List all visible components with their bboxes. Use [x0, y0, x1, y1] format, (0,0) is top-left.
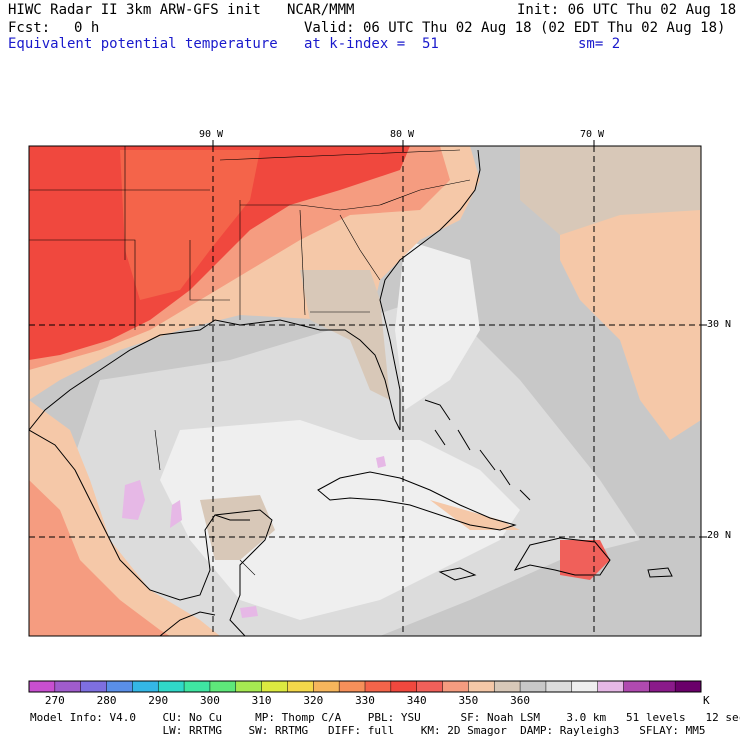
forecast-label: Fcst:: [8, 20, 51, 36]
field-salmon-cuba: [430, 500, 520, 530]
frame-ticks: [212, 140, 707, 538]
lon-label-80w: 80 W: [390, 129, 415, 140]
colorbar-label: 330: [355, 694, 375, 707]
boundary-line: [29, 239, 136, 330]
valid-time: Valid: 06 UTC Thu 02 Aug 18 (02 EDT Thu …: [304, 20, 726, 36]
colorbar-swatch: [545, 681, 573, 692]
colorbar-swatch: [287, 681, 314, 692]
colorbar-swatch: [442, 681, 469, 692]
field-purple-blob-1: [122, 480, 145, 520]
colorbar-swatch: [468, 681, 495, 692]
map-frame: [28, 145, 702, 637]
model-info-line1: Model Info: V4.0 CU: No Cu MP: Thomp C/A…: [30, 711, 740, 724]
coastline-puerto-rico: [647, 567, 673, 578]
coastlines: [29, 149, 673, 636]
boundary-line: [299, 209, 306, 316]
colorbar-swatch: [261, 681, 288, 692]
field-tan-atlantic: [560, 200, 701, 440]
coastline-central-america: [159, 611, 216, 636]
colorbar-label: 280: [97, 694, 117, 707]
coastline-cuba: [317, 471, 517, 531]
boundary-line: [154, 429, 161, 471]
field-purple-blob-3: [376, 456, 386, 468]
colorbar-swatch: [132, 681, 159, 692]
forecast-hour: 0 h: [74, 20, 100, 36]
colorbar-swatch: [365, 681, 392, 692]
colorbar-label: 340: [407, 694, 427, 707]
colorbar-swatch: [158, 681, 185, 692]
field-red-hispaniola: [560, 540, 610, 580]
colorbar-swatch: [106, 681, 133, 692]
colorbar-swatch: [184, 681, 211, 692]
boundary-line: [239, 559, 256, 576]
coastline-yucatan-inner: [214, 514, 250, 521]
org-label: NCAR/MMM: [287, 2, 355, 18]
colorbar-swatch: [339, 681, 366, 692]
model-info-line2: LW: RRTMG SW: RRTMG DIFF: full KM: 2D Sm…: [30, 724, 706, 737]
field-red-core: [120, 150, 260, 300]
colorbar-swatch: [597, 681, 624, 692]
colorbar-swatch: [675, 681, 702, 692]
colorbar-swatch: [390, 681, 418, 692]
colorbar-swatch: [623, 681, 650, 692]
field-purple-blob-4: [240, 606, 258, 618]
field-gray-atlantic-band: [520, 146, 701, 235]
level-label: at k-index = 51: [304, 36, 439, 52]
colorbar-label: 360: [510, 694, 530, 707]
boundary-line: [189, 240, 230, 301]
boundary-line: [339, 214, 381, 281]
colorbar-label: 300: [200, 694, 220, 707]
colorbar-unit: K: [703, 694, 710, 707]
lon-label-90w: 90 W: [199, 129, 224, 140]
coastline-bahamas: [424, 399, 531, 501]
lat-label-20n: 20 N: [707, 530, 732, 541]
graticule: [29, 146, 701, 636]
colorbar: 270 280 290 300 310 320 330 340 350 360 K: [28, 680, 710, 707]
lon-label-70w: 70 W: [580, 129, 605, 140]
coastline-hispaniola: [513, 537, 611, 576]
colorbar-swatch: [54, 681, 82, 692]
colorbar-label: 350: [458, 694, 478, 707]
colorbar-label: 270: [45, 694, 65, 707]
model-title: HIWC Radar II 3km ARW-GFS init: [8, 2, 261, 18]
boundary-line: [219, 149, 461, 161]
field-gray-florida: [300, 270, 390, 400]
colorbar-swatch: [235, 681, 263, 692]
field-lightest-atlantic: [395, 240, 480, 410]
colorbar-swatch: [571, 681, 599, 692]
colorbar-swatch: [416, 681, 444, 692]
colorbar-swatch: [209, 681, 237, 692]
field-salmon-mexico: [29, 480, 170, 636]
field-gray-yucatan: [200, 495, 275, 560]
colorbar-swatch: [313, 681, 340, 692]
colorbar-swatch: [29, 681, 56, 692]
state-boundaries: [29, 146, 471, 576]
boundary-line: [240, 204, 381, 211]
field-name: Equivalent potential temperature: [8, 36, 278, 52]
coastline-jamaica: [438, 567, 477, 581]
colorbar-swatch: [80, 681, 108, 692]
colorbar-label: 320: [303, 694, 323, 707]
colorbar-swatch: [649, 681, 676, 692]
colorbar-swatch: [494, 681, 521, 692]
init-time: Init: 06 UTC Thu 02 Aug 18: [517, 2, 737, 18]
lat-label-30n: 30 N: [707, 319, 732, 330]
colorbar-label: 290: [148, 694, 168, 707]
coastline-atlantic-us: [379, 149, 481, 430]
smoothing-label: sm= 2: [578, 36, 621, 52]
field-purple-blob-2: [170, 500, 182, 528]
colorbar-label: 310: [252, 694, 272, 707]
boundary-line: [379, 179, 471, 206]
coastline-mexico: [29, 429, 273, 636]
colorbar-swatch: [520, 681, 547, 692]
